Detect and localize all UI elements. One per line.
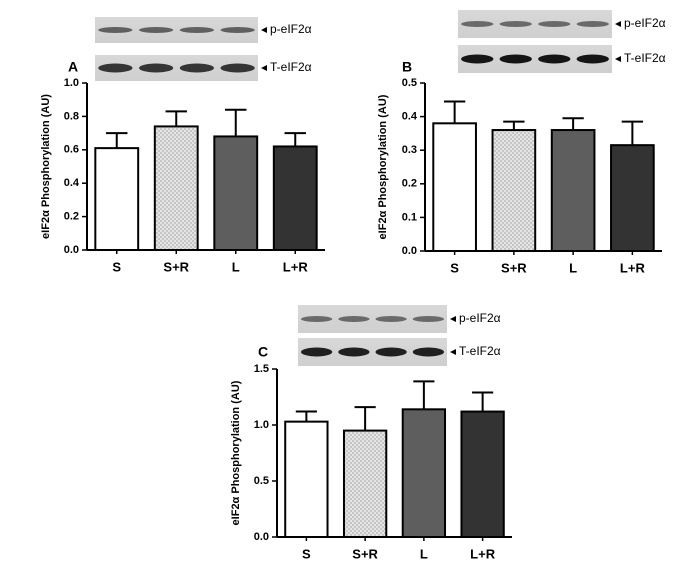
- blot-label: T-eIF2α: [459, 344, 501, 358]
- y-tick-label: 0.5: [254, 475, 269, 487]
- blot-band: [375, 316, 407, 322]
- blot-arrow: [261, 65, 267, 71]
- blot-label: T-eIF2α: [270, 60, 312, 74]
- blot-band: [179, 27, 214, 33]
- blot-band: [375, 347, 407, 357]
- x-tick-label: L: [232, 259, 240, 274]
- y-tick-label: 1.5: [254, 363, 269, 375]
- x-tick-label: L: [569, 260, 577, 275]
- blot-arrow: [615, 21, 621, 27]
- y-axis-label: eIF2α Phosphorylation (AU): [230, 380, 242, 525]
- y-tick-label: 0.0: [402, 245, 417, 257]
- y-axis-label: eIF2α Phosphorylation (AU): [40, 94, 52, 239]
- y-tick-label: 1.0: [64, 77, 79, 89]
- blot-band: [139, 63, 174, 73]
- blot-band: [412, 347, 445, 357]
- y-tick-label: 0.0: [64, 244, 79, 256]
- blot-label: p-eIF2α: [459, 311, 501, 325]
- bar: [491, 129, 537, 252]
- bar: [94, 147, 140, 252]
- blot-band: [338, 347, 370, 357]
- bar: [432, 122, 477, 252]
- bar: [284, 420, 329, 539]
- y-tick-label: 0.4: [402, 111, 418, 123]
- blot-band: [499, 21, 532, 27]
- blot-band: [139, 27, 174, 33]
- y-tick-label: 0.6: [64, 144, 79, 156]
- y-tick-label: 0.3: [402, 144, 417, 156]
- bar: [610, 144, 655, 252]
- x-tick-label: S: [302, 546, 311, 561]
- blot-band: [461, 54, 494, 64]
- blot-band: [499, 54, 532, 64]
- x-tick-label: L+R: [283, 259, 309, 274]
- blot-label: p-eIF2α: [270, 22, 312, 36]
- x-tick-label: L: [420, 546, 428, 561]
- x-tick-label: S: [450, 260, 459, 275]
- y-tick-label: 0.2: [402, 178, 417, 190]
- blot-arrow: [450, 316, 456, 322]
- blot-band: [179, 63, 214, 73]
- blot-band: [98, 63, 133, 73]
- bar: [550, 129, 596, 252]
- blot-band: [98, 27, 133, 33]
- blot-band: [538, 54, 571, 64]
- x-tick-label: L+R: [470, 546, 496, 561]
- x-tick-label: S+R: [163, 259, 189, 274]
- blot-band: [220, 63, 255, 73]
- blot-arrow: [450, 349, 456, 355]
- blot-band: [300, 347, 333, 357]
- y-tick-label: 0.0: [254, 531, 269, 543]
- bar: [213, 135, 259, 251]
- blot-band: [412, 316, 445, 322]
- blot-label: T-eIF2α: [624, 51, 666, 65]
- bar: [272, 145, 318, 252]
- panel-label: C: [258, 344, 268, 360]
- bar: [460, 410, 505, 538]
- panel-label: A: [68, 59, 78, 75]
- y-tick-label: 0.2: [64, 211, 79, 223]
- y-tick-label: 0.4: [64, 177, 80, 189]
- blot-band: [461, 21, 494, 27]
- y-tick-label: 0.8: [64, 110, 79, 122]
- y-tick-label: 1.0: [254, 419, 269, 431]
- blot-band: [300, 316, 333, 322]
- blot-band: [220, 27, 255, 33]
- x-tick-label: S+R: [501, 260, 527, 275]
- y-tick-label: 0.1: [402, 211, 417, 223]
- x-tick-label: S: [112, 259, 121, 274]
- bar: [401, 408, 447, 539]
- bar: [153, 125, 199, 251]
- blot-band: [338, 316, 370, 322]
- blot-band: [576, 54, 609, 64]
- y-tick-label: 0.5: [402, 77, 417, 89]
- blot-arrow: [615, 56, 621, 62]
- blot-band: [538, 21, 571, 27]
- x-tick-label: S+R: [352, 546, 378, 561]
- blot-band: [576, 21, 609, 27]
- x-tick-label: L+R: [620, 260, 646, 275]
- panel-label: B: [402, 59, 412, 75]
- blot-label: p-eIF2α: [624, 16, 666, 30]
- bar: [342, 429, 388, 539]
- blot-arrow: [261, 27, 267, 33]
- y-axis-label: eIF2α Phosphorylation (AU): [377, 94, 389, 239]
